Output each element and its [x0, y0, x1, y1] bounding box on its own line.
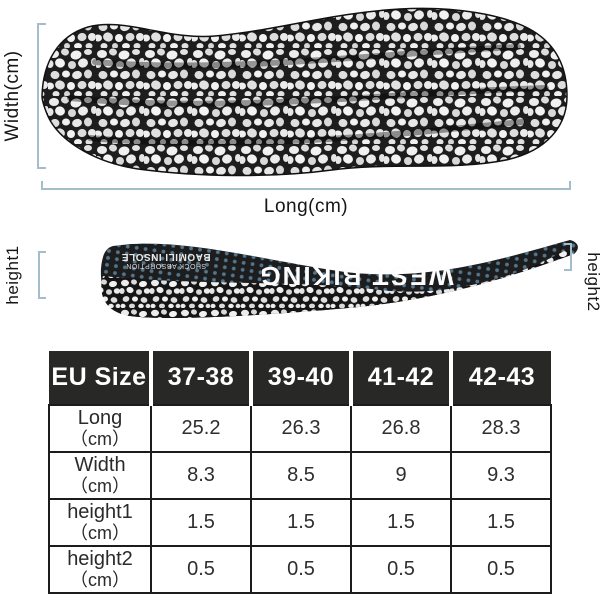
value-cell: 0.5 — [250, 545, 352, 594]
row-label: Width — [74, 454, 126, 476]
value-cell: 0.5 — [450, 545, 552, 594]
insole-top-shape — [41, 7, 568, 177]
width-dimension-bracket — [37, 23, 46, 169]
insole-sole-band — [101, 250, 574, 319]
row-label-cell: height1 （cm） — [48, 498, 152, 547]
value-cell: 1.5 — [150, 498, 252, 547]
row-label-cell: Width （cm） — [48, 451, 152, 500]
row-unit: （cm） — [70, 523, 130, 543]
value-cell: 1.5 — [250, 498, 352, 547]
value-cell: 0.5 — [150, 545, 252, 594]
row-label: height1 — [67, 501, 133, 523]
row-label-cell: height2 （cm） — [48, 545, 152, 594]
size-column-header-3: 41-42 — [349, 351, 451, 405]
row-label: Long — [77, 407, 123, 429]
value-cell: 1.5 — [350, 498, 452, 547]
row-label: height2 — [67, 548, 133, 570]
insole-top-view: Width(cm) Long(cm) — [2, 7, 571, 217]
insole-print-line1: BAOMILI INSOLE — [121, 251, 210, 262]
insole-print-line2: SHOCK ABSORPTION — [126, 262, 206, 269]
value-cell: 25.2 — [150, 404, 252, 453]
value-cell: 26.8 — [350, 404, 452, 453]
value-cell: 1.5 — [450, 498, 552, 547]
table-row-long: Long （cm） 25.2 26.3 26.8 28.3 — [48, 404, 552, 453]
height2-dimension-bracket — [564, 243, 572, 271]
insole-side-view: WEST BIKING SHOCK ABSORPTION BAOMILI INS… — [3, 240, 600, 319]
long-label: Long(cm) — [264, 196, 348, 217]
brand-print: WEST BIKING — [258, 261, 453, 291]
table-row-width: Width （cm） 8.3 8.5 9 9.3 — [48, 451, 552, 500]
value-cell: 9.3 — [450, 451, 552, 500]
table-row-height1: height1 （cm） 1.5 1.5 1.5 1.5 — [48, 498, 552, 547]
row-unit: （cm） — [70, 570, 130, 590]
size-table-header-row: EU Size 37-38 39-40 41-42 42-43 — [49, 351, 551, 405]
table-row-height2: height2 （cm） 0.5 0.5 0.5 0.5 — [48, 545, 552, 594]
eu-size-header-cell: EU Size — [49, 351, 151, 405]
row-unit: （cm） — [70, 476, 130, 496]
long-dimension-line — [41, 181, 571, 190]
value-cell: 8.5 — [250, 451, 352, 500]
size-table: EU Size 37-38 39-40 41-42 42-43 Long （cm… — [48, 351, 552, 594]
height1-dimension-bracket — [38, 251, 46, 299]
value-cell: 8.3 — [150, 451, 252, 500]
size-column-header-1: 37-38 — [149, 351, 251, 405]
value-cell: 0.5 — [350, 545, 452, 594]
value-cell: 9 — [350, 451, 452, 500]
row-label-cell: Long （cm） — [48, 404, 152, 453]
insole-groove-lines — [67, 44, 549, 146]
row-unit: （cm） — [70, 429, 130, 449]
size-column-header-2: 39-40 — [249, 351, 351, 405]
width-label: Width(cm) — [2, 50, 23, 141]
height1-label: height1 — [3, 245, 22, 304]
height2-label: height2 — [584, 252, 600, 311]
size-column-header-4: 42-43 — [449, 351, 551, 405]
value-cell: 26.3 — [250, 404, 352, 453]
value-cell: 28.3 — [450, 404, 552, 453]
